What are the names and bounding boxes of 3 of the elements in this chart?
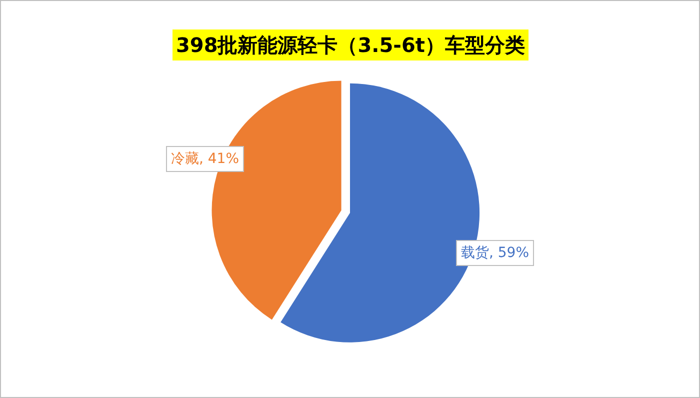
slice-label: 冷藏, 41% bbox=[171, 151, 240, 167]
slice-label: 载货, 59% bbox=[461, 245, 530, 261]
chart-title: 398批新能源轻卡（3.5-6t）车型分类 bbox=[176, 33, 525, 57]
